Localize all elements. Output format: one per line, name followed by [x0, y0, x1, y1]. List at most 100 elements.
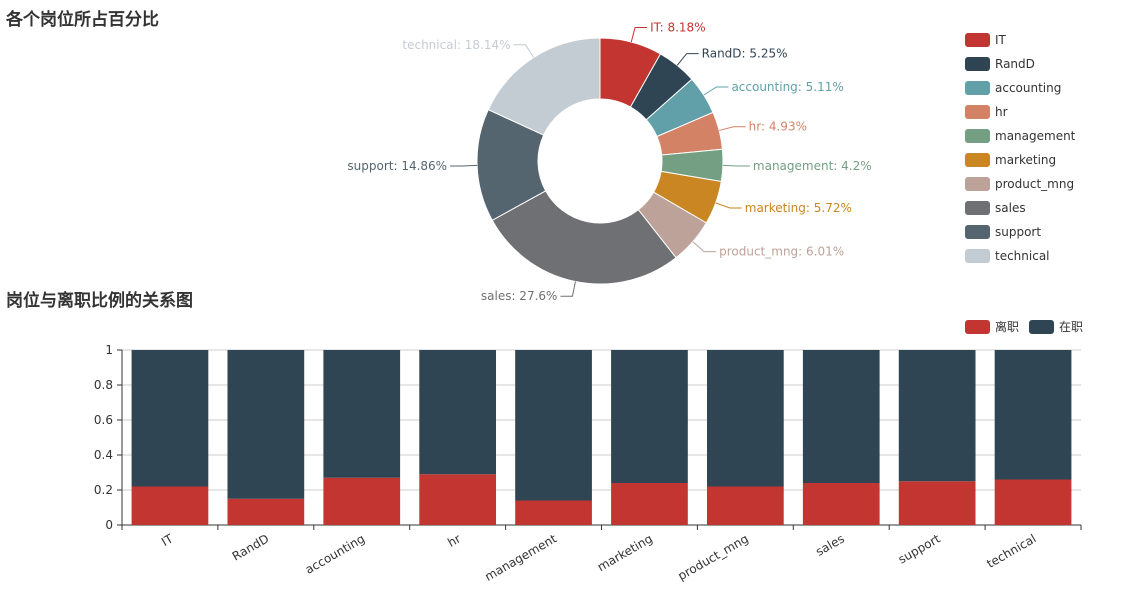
- bar-product_mng-在职[interactable]: [706, 350, 784, 487]
- legend-swatch: [965, 57, 990, 71]
- pie-leader-marketing: [715, 202, 742, 209]
- legend-label: IT: [995, 33, 1007, 47]
- y-tick-label: 0.2: [94, 483, 113, 497]
- legend-swatch: [1029, 320, 1054, 334]
- bar-hr-在职[interactable]: [419, 350, 497, 475]
- x-tick-label: product_mng: [675, 531, 750, 583]
- bar-marketing-在职[interactable]: [611, 350, 688, 483]
- legend-swatch: [965, 81, 990, 95]
- bar-RandD-离职[interactable]: [227, 498, 305, 525]
- y-tick-label: 1: [105, 343, 113, 357]
- bar-legend[interactable]: 离职 在职: [965, 319, 1083, 334]
- legend-label: 离职: [995, 319, 1019, 334]
- pie-label-product_mng: product_mng: 6.01%: [719, 245, 844, 259]
- bar-sales-离职[interactable]: [802, 483, 880, 525]
- bar-technical-在职[interactable]: [994, 350, 1072, 480]
- pie-label-hr: hr: 4.93%: [749, 120, 807, 134]
- pie-label-RandD: RandD: 5.25%: [702, 47, 788, 61]
- bar-IT-离职[interactable]: [131, 486, 209, 526]
- bar-product_mng-离职[interactable]: [706, 486, 784, 526]
- pie-leader-technical: [513, 44, 535, 58]
- legend-swatch: [965, 320, 990, 334]
- legend-label: product_mng: [995, 177, 1074, 191]
- legend-swatch: [965, 129, 990, 143]
- legend-label: RandD: [995, 57, 1035, 71]
- x-tick-label: sales: [813, 531, 846, 558]
- pie-label-IT: IT: 8.18%: [650, 21, 706, 35]
- bar-management-离职[interactable]: [515, 500, 592, 526]
- pie-leader-sales: [560, 281, 576, 297]
- x-tick-label: IT: [159, 531, 176, 549]
- legend-label: technical: [995, 249, 1050, 263]
- legend-swatch: [965, 249, 990, 263]
- pie-leader-accounting: [703, 86, 729, 96]
- pie-leader-support: [450, 164, 478, 167]
- bar-support-离职[interactable]: [898, 481, 976, 525]
- legend-item-IT[interactable]: IT: [965, 33, 1007, 47]
- x-tick-label: hr: [445, 531, 463, 549]
- pie-slice-sales[interactable]: [491, 190, 677, 285]
- legend-item-hr[interactable]: hr: [965, 105, 1008, 119]
- bar-accounting-在职[interactable]: [323, 350, 401, 478]
- bar-IT-在职[interactable]: [131, 350, 209, 487]
- bar-management-在职[interactable]: [515, 350, 592, 501]
- x-tick-label: technical: [984, 531, 1038, 570]
- y-tick-label: 0: [105, 518, 113, 532]
- legend-item-在职[interactable]: 在职: [1029, 320, 1083, 334]
- legend-swatch: [965, 177, 990, 191]
- legend-item-marketing[interactable]: marketing: [965, 153, 1056, 167]
- legend-label: hr: [995, 105, 1008, 119]
- legend-label: accounting: [995, 81, 1061, 95]
- legend-label: support: [995, 225, 1041, 239]
- x-tick-label: accounting: [303, 531, 367, 576]
- legend-item-accounting[interactable]: accounting: [965, 81, 1061, 95]
- pie-leader-product_mng: [692, 241, 717, 253]
- bar-technical-离职[interactable]: [994, 479, 1072, 526]
- legend-swatch: [965, 33, 990, 47]
- legend-label: sales: [995, 201, 1026, 215]
- legend-item-RandD[interactable]: RandD: [965, 57, 1035, 71]
- pie-label-management: management: 4.2%: [753, 159, 872, 173]
- legend-item-management[interactable]: management: [965, 129, 1076, 143]
- x-tick-label: marketing: [595, 531, 655, 574]
- bar-support-在职[interactable]: [898, 350, 976, 482]
- bar-accounting-离职[interactable]: [323, 477, 401, 525]
- legend-swatch: [965, 153, 990, 167]
- legend-swatch: [965, 201, 990, 215]
- pie-leader-RandD: [676, 53, 699, 66]
- bar-marketing-离职[interactable]: [611, 483, 688, 525]
- pie-label-accounting: accounting: 5.11%: [731, 80, 843, 94]
- bar-chart-title: 岗位与离职比例的关系图: [6, 291, 193, 311]
- y-tick-label: 0.4: [94, 448, 113, 462]
- legend-item-support[interactable]: support: [965, 225, 1041, 239]
- pie-label-support: support: 14.86%: [347, 159, 447, 173]
- x-tick-label: support: [896, 531, 943, 566]
- pie-chart-title: 各个岗位所占百分比: [6, 10, 159, 30]
- pie-label-technical: technical: 18.14%: [402, 38, 510, 52]
- pie-leader-management: [722, 164, 750, 167]
- legend-label: marketing: [995, 153, 1056, 167]
- legend-item-product_mng[interactable]: product_mng: [965, 177, 1074, 191]
- bar-hr-离职[interactable]: [419, 474, 497, 525]
- legend-item-离职[interactable]: 离职: [965, 319, 1019, 334]
- pie-chart: IT: 8.18% RandD: 5.25% accounting: 5.11% hr…: [347, 21, 871, 304]
- y-tick-label: 0.8: [94, 378, 113, 392]
- legend-label: 在职: [1059, 320, 1083, 334]
- x-tick-label: RandD: [230, 531, 272, 563]
- legend-item-sales[interactable]: sales: [965, 201, 1026, 215]
- bar-sales-在职[interactable]: [802, 350, 880, 483]
- bar-RandD-在职[interactable]: [227, 350, 305, 499]
- legend-swatch: [965, 105, 990, 119]
- pie-legend[interactable]: IT RandD accounting hr management marketing pr…: [965, 33, 1076, 263]
- pie-leader-hr: [719, 126, 746, 131]
- pie-label-marketing: marketing: 5.72%: [745, 201, 852, 215]
- y-tick-label: 0.6: [94, 413, 113, 427]
- pie-slice-technical[interactable]: [487, 37, 601, 136]
- pie-leader-IT: [630, 27, 648, 43]
- bar-chart: 0 0.2 0.4 0.6 0.8 1 IT RandD accounting hr managem…: [94, 343, 1082, 584]
- legend-item-technical[interactable]: technical: [965, 249, 1050, 263]
- x-tick-label: management: [482, 531, 559, 583]
- pie-label-sales: sales: 27.6%: [481, 289, 558, 303]
- legend-label: management: [995, 129, 1076, 143]
